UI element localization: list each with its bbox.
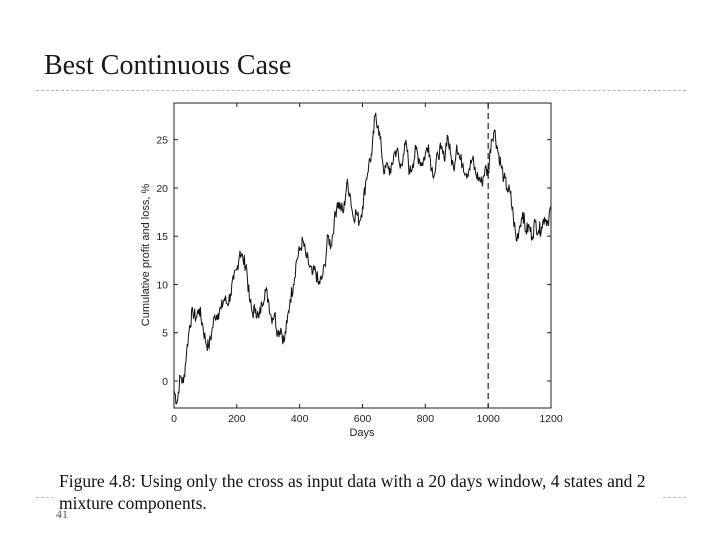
slide-title: Best Continuous Case xyxy=(44,50,292,81)
x-tick-label: 600 xyxy=(354,413,372,425)
y-tick-label: 10 xyxy=(156,279,168,291)
x-axis-label: Days xyxy=(349,427,375,439)
x-tick-label: 400 xyxy=(291,413,309,425)
x-tick-label: 0 xyxy=(171,413,177,425)
x-tick-label: 1200 xyxy=(539,413,563,425)
series-line-cumulative-pnl xyxy=(173,112,552,405)
caption-panel xyxy=(53,458,663,518)
x-tick-label: 800 xyxy=(417,413,435,425)
y-axis-label: Cumulative profit and loss, % xyxy=(140,184,152,327)
y-tick-label: 0 xyxy=(162,376,168,388)
title-divider xyxy=(36,90,686,91)
x-tick-label: 1000 xyxy=(476,413,500,425)
y-tick-label: 5 xyxy=(162,328,168,340)
y-tick-label: 25 xyxy=(156,135,168,147)
page-number: 41 xyxy=(56,507,68,521)
x-tick-label: 200 xyxy=(228,413,246,425)
y-tick-label: 20 xyxy=(156,183,168,195)
plot-frame xyxy=(173,102,552,409)
figure-caption: Figure 4.8: Using only the cross as inpu… xyxy=(59,471,646,513)
y-tick-label: 15 xyxy=(156,231,168,243)
